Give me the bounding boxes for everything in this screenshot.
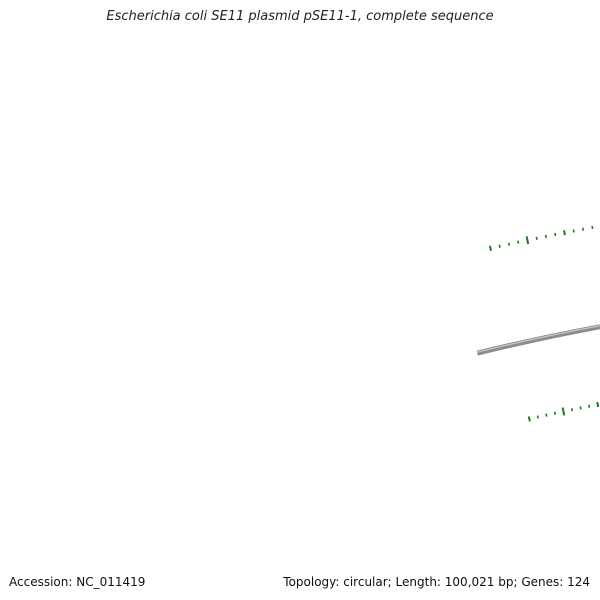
outer-tick-track [488, 222, 600, 251]
map-title: Escherichia coli SE11 plasmid pSE11-1, c… [106, 9, 494, 24]
plasmid-backbone [476, 324, 600, 356]
inner-track-tick [579, 406, 582, 410]
inner-track-tick [527, 416, 531, 422]
inner-tick-track [527, 401, 600, 422]
accession-text: Accession: NC_011419 [9, 575, 146, 589]
topology-summary-text: Topology: circular; Length: 100,021 bp; … [283, 575, 590, 589]
outer-track-tick [498, 244, 501, 248]
outer-track-tick [507, 242, 511, 246]
plasmid-backbone-layer [476, 324, 600, 356]
inner-track-tick [561, 407, 566, 416]
inner-track-tick [596, 401, 600, 408]
outer-track-tick [488, 245, 492, 251]
inner-track-tick [588, 404, 591, 408]
outer-track-tick [554, 232, 557, 237]
outer-track-tick [525, 236, 530, 245]
inner-track-tick [536, 415, 539, 419]
inner-track-tick [553, 411, 557, 415]
outer-track-tick [591, 225, 594, 230]
outer-track-tick [572, 229, 575, 233]
outer-track-tick [517, 240, 520, 244]
outer-track-tick [563, 230, 566, 236]
outer-track-tick [544, 234, 548, 239]
inner-track-tick [545, 413, 548, 417]
outer-track-tick [535, 236, 538, 240]
plasmid-backbone-highlight [476, 325, 600, 353]
outer-track-tick [581, 227, 585, 231]
inner-track-tick [570, 408, 574, 412]
